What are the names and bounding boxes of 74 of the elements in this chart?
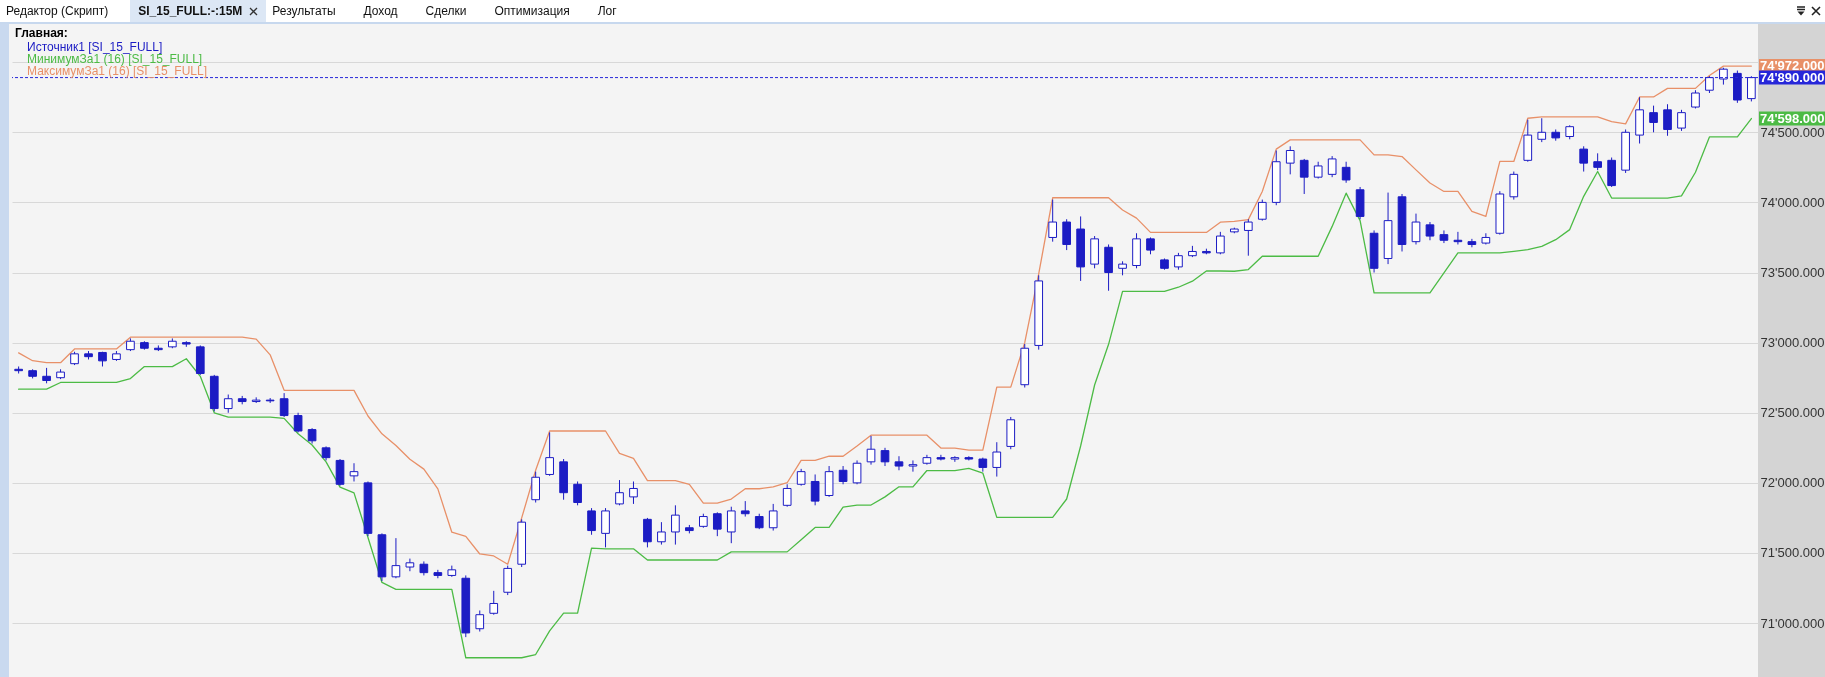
candlestick bbox=[349, 462, 359, 482]
candlestick bbox=[1257, 199, 1267, 222]
ref-line-label: 74'890.000 bbox=[1760, 69, 1825, 85]
data-label: 74'598.000 bbox=[1760, 110, 1825, 126]
y-tick-label: 72'500.000 bbox=[1760, 405, 1825, 421]
candlestick bbox=[768, 503, 778, 532]
candlestick bbox=[531, 471, 540, 504]
candlestick bbox=[1747, 75, 1756, 102]
text: Редактор (Скрипт) bbox=[6, 3, 109, 20]
candlestick bbox=[866, 435, 876, 466]
candlestick bbox=[782, 483, 792, 508]
candlestick bbox=[545, 431, 554, 477]
candlestick bbox=[1663, 103, 1672, 137]
y-tick-label: 72'000.000 bbox=[1760, 475, 1825, 491]
text: Источник1 [SI_15_FULL] bbox=[27, 40, 163, 54]
candlestick bbox=[1327, 155, 1337, 178]
candlestick bbox=[1048, 199, 1058, 243]
candlestick bbox=[629, 480, 638, 505]
candlestick bbox=[1243, 218, 1253, 257]
candlestick bbox=[1425, 221, 1435, 241]
candlestick bbox=[1341, 161, 1351, 184]
y-tick-label: 71'000.000 bbox=[1760, 615, 1825, 631]
data-label: 74'972.000 bbox=[1760, 58, 1825, 74]
y-tick-label: 71'500.000 bbox=[1760, 545, 1825, 561]
candlestick bbox=[1285, 145, 1295, 175]
candlestick bbox=[894, 455, 904, 471]
candlestick bbox=[503, 565, 513, 596]
candlestick bbox=[1537, 117, 1547, 143]
candlestick bbox=[489, 590, 499, 616]
candlestick bbox=[391, 537, 401, 579]
candlestick bbox=[335, 458, 345, 487]
candlestick bbox=[992, 441, 1002, 478]
text: Результаты bbox=[272, 3, 336, 20]
text: Сделки bbox=[425, 3, 467, 20]
candlestick bbox=[1649, 105, 1658, 133]
y-tick-label: 73'500.000 bbox=[1760, 265, 1825, 281]
candlestick bbox=[838, 465, 848, 485]
line-series bbox=[17, 117, 1753, 659]
candlestick bbox=[1677, 109, 1686, 132]
candlestick bbox=[1062, 218, 1071, 251]
y-tick-label: 74'000.000 bbox=[1760, 194, 1825, 210]
text: Оптимизация bbox=[494, 3, 570, 20]
candlestick bbox=[712, 511, 722, 537]
candlestick bbox=[810, 473, 820, 506]
text: Лог bbox=[597, 3, 617, 20]
candlestick bbox=[1467, 238, 1477, 248]
candlestick bbox=[1579, 145, 1589, 173]
candlestick bbox=[615, 479, 624, 506]
candlestick bbox=[880, 447, 890, 467]
candlestick bbox=[824, 465, 834, 498]
candlestick bbox=[1299, 158, 1309, 195]
candlestick bbox=[405, 558, 415, 572]
candlestick bbox=[573, 480, 582, 506]
candlestick bbox=[1509, 171, 1519, 201]
candlestick bbox=[1411, 213, 1421, 245]
candlestick bbox=[1439, 229, 1449, 244]
candlestick bbox=[279, 392, 289, 418]
candlestick bbox=[908, 459, 918, 473]
text: SI_15_FULL:-:15M bbox=[130, 0, 267, 22]
candlestick bbox=[643, 517, 652, 548]
candlestick bbox=[726, 506, 736, 544]
candlestick bbox=[657, 521, 666, 546]
line-series bbox=[17, 65, 1753, 565]
candlestick bbox=[950, 455, 960, 463]
text: Доход bbox=[363, 3, 398, 20]
candlestick bbox=[601, 507, 610, 548]
candlestick bbox=[587, 507, 596, 536]
legend-title: Главная: bbox=[15, 26, 68, 40]
candlestick bbox=[1453, 231, 1463, 245]
y-tick-label: 74'500.000 bbox=[1760, 124, 1825, 140]
y-tick-label: 73'000.000 bbox=[1760, 335, 1825, 351]
candlestick bbox=[671, 504, 680, 546]
candlestick bbox=[475, 609, 485, 633]
candlestick bbox=[223, 394, 233, 414]
